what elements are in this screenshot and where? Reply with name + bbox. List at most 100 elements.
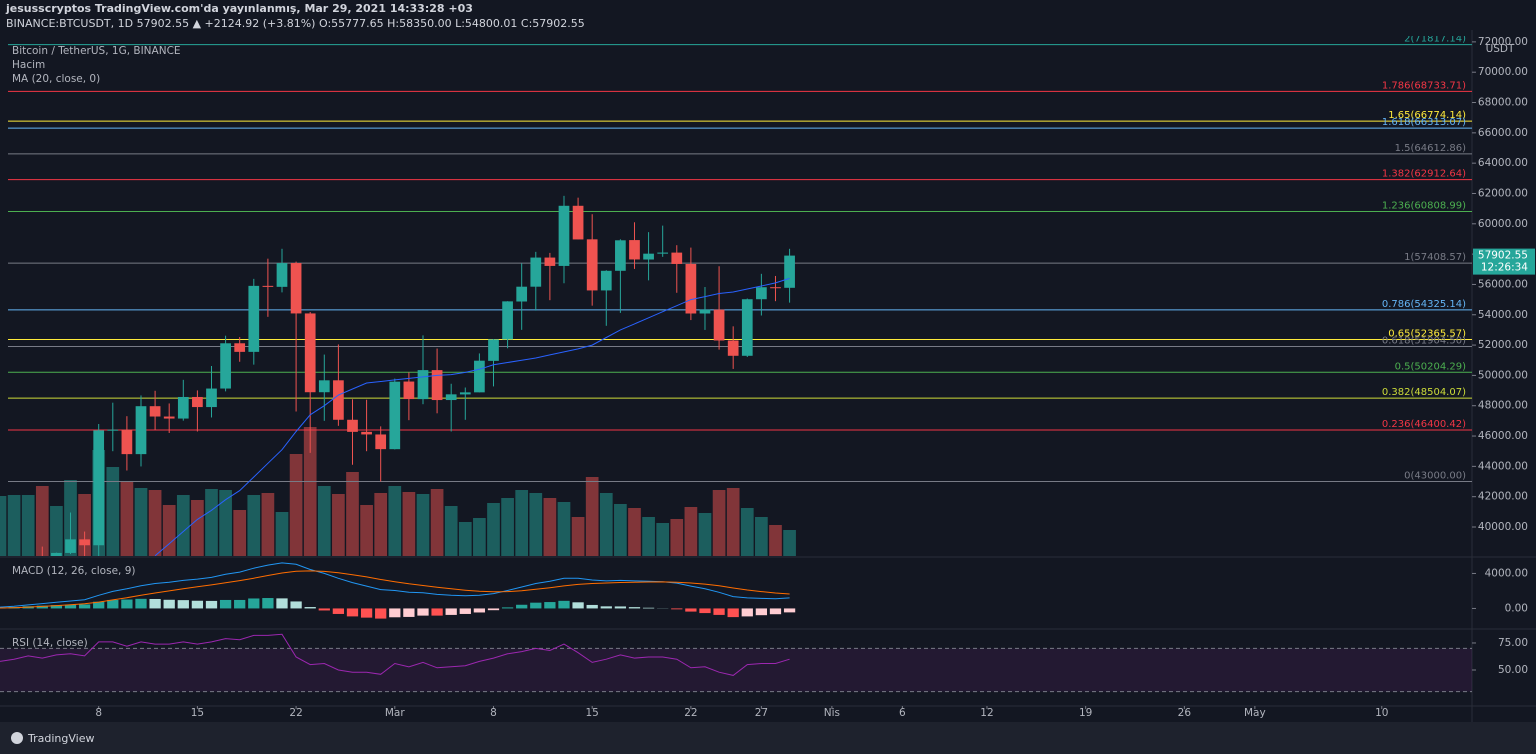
volume-bar [740,508,754,556]
candle-body [135,406,147,455]
macd-hist [234,599,246,609]
y-tick-label: 72000.00 [1478,36,1528,48]
macd-hist [755,608,768,616]
macd-hist [389,608,401,618]
candle-body [431,370,443,401]
candle-body [459,392,471,395]
candle-body [741,299,753,356]
macd-hist [262,598,274,609]
volume-bar [21,495,35,556]
candle-body [685,263,697,314]
volume-bar [642,517,655,556]
candle-body [375,434,387,450]
candle-body [220,343,231,389]
macd-hist [107,599,119,609]
candle-body [403,381,415,400]
candle-body [262,285,274,287]
fib-label: 1.5(64612.86) [1395,143,1467,154]
candle-body [629,240,640,260]
volume-bar [712,490,726,556]
candle-body [304,313,316,393]
macd-hist [783,608,796,613]
y-tick-label: 54000.00 [1478,309,1528,321]
candle-body [558,205,570,266]
fib-label: 1(57408.57) [1404,252,1466,263]
y-tick-label: 48000.00 [1478,400,1528,412]
x-tick-label: 27 [755,707,768,719]
volume-bar [698,513,712,556]
volume-bar [557,502,571,556]
volume-bar [50,506,63,556]
volume-bar [416,494,430,556]
volume-bar [332,494,345,556]
x-tick-label: 22 [684,707,697,719]
x-tick-label: 12 [980,707,993,719]
fib-label: 1.786(68733.71) [1382,80,1466,91]
candle-body [51,552,62,556]
volume-bar [261,493,275,556]
fib-label: 1.382(62912.64) [1382,169,1466,180]
volume-bar [247,495,261,556]
fib-label: 0.786(54325.14) [1382,299,1466,310]
candle-body [474,360,485,393]
y-tick-label: 0.00 [1505,602,1528,614]
legend-rsi: RSI (14, close) [12,637,88,649]
fib-label: 0.5(50204.29) [1395,361,1467,372]
candle-body [699,309,711,314]
volume-bar [755,517,768,556]
macd-hist [318,608,330,611]
volume-bar [303,427,317,556]
y-tick-label: 68000.00 [1478,97,1528,109]
candle-body [586,239,598,291]
x-tick-label: 15 [585,707,598,719]
macd-hist [586,604,598,609]
x-tick-label: 19 [1079,707,1092,719]
candle-body [770,287,781,289]
rsi-pane [0,633,1472,693]
volume-bar [515,490,529,556]
volume-bar [628,508,641,556]
candle-body [615,240,626,271]
fib-label: 0.382(48504.07) [1382,387,1466,398]
volume-bar [402,492,416,556]
symbol-line: BINANCE:BTCUSDT, 1D 57902.55 ▲ +2124.92 … [6,17,585,30]
candle-body [177,396,189,419]
candle-body [389,381,401,450]
volume-bar [388,486,402,556]
macd-hist [487,608,500,611]
candle-body [234,343,246,352]
macd-hist [769,608,782,615]
macd-hist [163,599,175,609]
volume-bar [275,512,289,556]
macd-hist [403,608,415,617]
macd-hist [516,604,528,609]
volume-bar [543,498,557,556]
volume-bar [289,454,303,556]
rsi-line [0,633,790,676]
y-tick-label: 50.00 [1498,664,1528,676]
candle-body [121,429,133,455]
macd-hist [713,608,725,615]
y-tick-label: 60000.00 [1478,218,1528,230]
macd-hist [191,600,204,609]
legend-macd: MACD (12, 26, close, 9) [12,565,135,577]
macd-hist [290,601,302,609]
x-tick-label: Nis [824,707,840,719]
macd-hist [572,602,584,609]
x-tick-label: Mar [385,707,405,719]
fib-label: 1.65(66774.14) [1388,110,1466,121]
candle-body [163,416,175,419]
volume-bar [7,495,21,556]
volume-bar [444,506,458,556]
candle-body [488,339,499,361]
volume-bar [134,488,148,556]
volume-bar [106,467,120,556]
volume-bar [670,519,684,556]
candle-body [333,380,344,420]
candle-body [572,205,584,240]
price-pane: 2(71817.14) 1.786(68733.71) 1.65(66774.14)… [0,36,1472,556]
macd-hist [642,607,655,609]
macd-hist [473,608,486,613]
macd-hist [431,608,443,616]
